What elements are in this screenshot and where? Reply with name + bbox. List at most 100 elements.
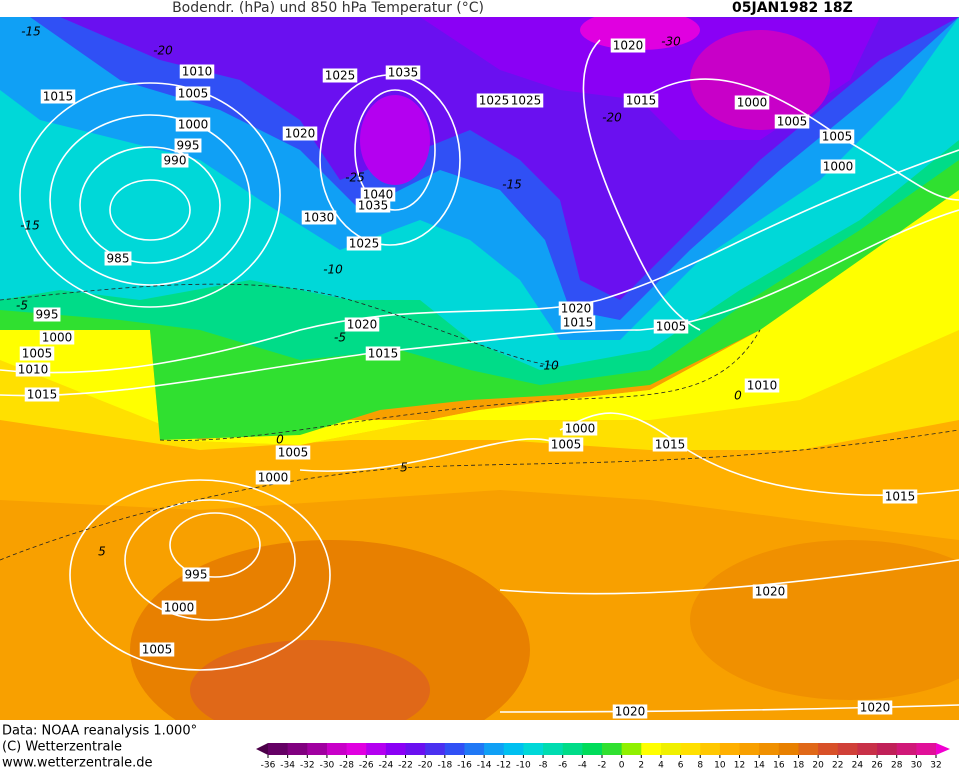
isobar-label: 1000: [737, 96, 768, 110]
isobar-label-box: [508, 93, 544, 108]
legend-tick-label: -4: [578, 761, 587, 771]
legend-swatch: [798, 743, 819, 755]
legend-end: [936, 743, 950, 755]
isobar-label: 1005: [656, 320, 687, 334]
isobar-label-box: [182, 567, 210, 582]
legend-swatch: [719, 743, 741, 755]
isobar-label-box: [365, 346, 401, 361]
legend-swatch: [641, 743, 662, 755]
isotherms: [0, 283, 959, 561]
legend-tick-label: -24: [379, 761, 394, 771]
legend-tick-label: -36: [261, 761, 276, 771]
isotherm-label: -30: [661, 35, 681, 49]
legend-swatch: [660, 743, 682, 755]
legend-swatch: [562, 743, 583, 755]
legend-swatch: [818, 743, 839, 755]
isobar-label: 1000: [258, 471, 289, 485]
isobar-label-box: [139, 642, 175, 657]
legend-swatch: [543, 743, 564, 755]
isobar-label-box: [175, 117, 211, 132]
isobar-label-box: [476, 93, 512, 108]
isobar-label-box: [612, 704, 648, 719]
legend-tick-label: -10: [516, 761, 531, 771]
isotherm-label: -10: [323, 263, 343, 277]
isobar-label: 995: [177, 139, 200, 153]
isobar-label-box: [744, 378, 780, 393]
isobar-label-box: [355, 198, 391, 213]
legend-swatch: [444, 743, 465, 755]
legend-swatch: [405, 743, 426, 755]
isobar-label: 1025: [511, 94, 542, 108]
isobar-label-box: [548, 437, 584, 452]
isobar-label: 1025: [479, 94, 510, 108]
isotherm-label: -15: [20, 219, 40, 233]
isobar-label-box: [161, 600, 197, 615]
legend-tick-label: -18: [437, 761, 452, 771]
isobar-label-box: [346, 236, 382, 251]
legend-tick-label: -12: [496, 761, 511, 771]
isobar-label: 1020: [860, 701, 891, 715]
isobar-label-box: [558, 301, 594, 316]
isotherm-label: -15: [502, 178, 522, 192]
isobar-label-box: [301, 210, 337, 225]
legend-swatch: [307, 743, 328, 755]
legend-tick-label: 24: [852, 761, 864, 771]
isobar-label: 985: [107, 252, 130, 266]
isotherm-label: 5: [98, 545, 106, 559]
isobar-label-box: [19, 346, 55, 361]
isobar-label-box: [857, 700, 893, 715]
temperature-area: [0, 190, 959, 540]
isobar-label-box: [282, 126, 318, 141]
isotherm-label: -25: [345, 171, 365, 185]
legend-swatch: [425, 743, 446, 755]
isobar-label-box: [24, 387, 60, 402]
isotherm-label: -10: [539, 359, 559, 373]
isobar-label: 1015: [368, 347, 399, 361]
legend-swatch: [503, 743, 524, 755]
isobar-label: 1010: [182, 65, 213, 79]
isotherm-label: 5: [400, 461, 408, 475]
isobar-label: 1015: [885, 490, 916, 504]
isobar-label: 1000: [565, 422, 596, 436]
legend-swatch: [739, 743, 760, 755]
legend-tick-label: -8: [539, 761, 548, 771]
isobar-label-box: [175, 86, 211, 101]
temperature-area: [690, 30, 830, 130]
isobar-label-box: [179, 64, 215, 79]
legend-end: [256, 743, 268, 755]
footer-text: www.wetterzentrale.de: [2, 756, 152, 771]
isobar-label: 1005: [178, 87, 209, 101]
legend-swatch: [287, 743, 308, 755]
legend-tick-label: 12: [734, 761, 745, 771]
isotherm-label: -20: [602, 111, 622, 125]
legend-tick-label: 22: [832, 761, 843, 771]
isobar-label-box: [174, 138, 202, 153]
isobar-label: 1020: [755, 585, 786, 599]
legend-swatch: [326, 743, 348, 755]
temperature-area: [190, 640, 430, 720]
temperature-area: [0, 190, 959, 445]
isobar-label-box: [734, 95, 770, 110]
legend-tick-label: -26: [359, 761, 374, 771]
isobar-label: 1010: [18, 363, 49, 377]
isobar-label: 1000: [164, 601, 195, 615]
isobar-label: 1025: [349, 237, 380, 251]
isotherm-label: -5: [334, 331, 346, 345]
isobar-label: 1020: [561, 302, 592, 316]
isobar-label-box: [560, 315, 596, 330]
isobar-label: 1015: [626, 94, 657, 108]
legend-tick-label: -16: [457, 761, 472, 771]
isobar-label-box: [652, 437, 688, 452]
legend-tick-label: 16: [773, 761, 785, 771]
legend-swatch: [385, 743, 407, 755]
legend-tick-label: -32: [300, 761, 315, 771]
isobar-label: 1020: [347, 318, 378, 332]
isobar-label: 1005: [22, 347, 53, 361]
isobar-label: 1010: [747, 379, 778, 393]
legend-swatch: [346, 743, 367, 755]
isobar-label: 1000: [823, 160, 854, 174]
isotherm-label: 0: [734, 389, 742, 403]
color-legend: -36 -34 -32 -30 -28 -26 -24 -22 -20 -18 -16 -14 -12-…: [256, 743, 950, 771]
